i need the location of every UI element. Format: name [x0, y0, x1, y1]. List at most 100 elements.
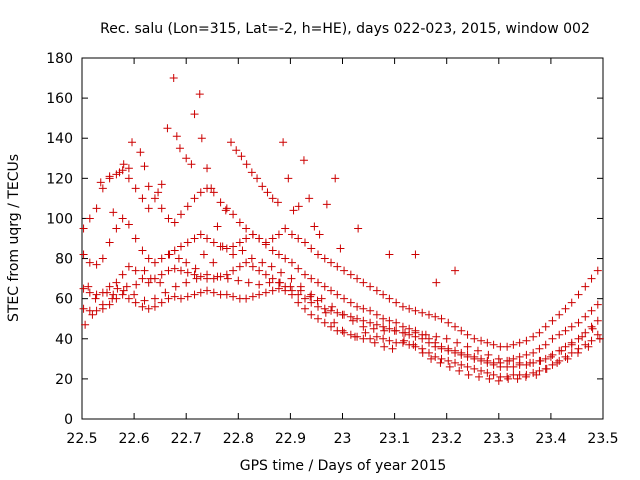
- data-point: [300, 304, 309, 313]
- data-point: [277, 268, 286, 277]
- data-point: [109, 208, 118, 217]
- data-point: [424, 338, 433, 347]
- data-point: [409, 340, 418, 349]
- data-point: [157, 270, 166, 279]
- data-point: [475, 372, 484, 381]
- data-point: [108, 294, 117, 303]
- data-point: [170, 292, 179, 301]
- data-point: [124, 262, 133, 271]
- data-point: [526, 358, 535, 367]
- data-point: [138, 302, 147, 311]
- data-point: [485, 374, 494, 383]
- data-point: [418, 348, 427, 357]
- data-point: [248, 230, 257, 239]
- data-point: [286, 282, 295, 291]
- data-point: [221, 206, 230, 215]
- data-point: [584, 342, 593, 351]
- data-point: [307, 298, 316, 307]
- data-point: [346, 298, 355, 307]
- data-point: [79, 284, 88, 293]
- data-point: [131, 184, 140, 193]
- chart-title: Rec. salu (Lon=315, Lat=-2, h=HE), days …: [100, 21, 590, 37]
- data-point: [496, 372, 505, 381]
- data-point: [305, 194, 314, 203]
- data-point: [157, 180, 166, 189]
- data-point: [92, 260, 101, 269]
- data-point: [248, 262, 257, 271]
- data-point: [98, 184, 107, 193]
- data-point: [555, 310, 564, 319]
- data-point: [521, 372, 530, 381]
- data-point: [213, 272, 222, 281]
- data-point: [299, 156, 308, 165]
- data-point: [333, 262, 342, 271]
- data-point: [182, 278, 191, 287]
- data-point: [567, 340, 576, 349]
- data-point: [176, 294, 185, 303]
- data-point: [346, 270, 355, 279]
- data-point: [372, 286, 381, 295]
- data-point: [424, 310, 433, 319]
- data-point: [346, 312, 355, 321]
- data-point: [431, 312, 440, 321]
- data-point: [118, 270, 127, 279]
- data-point: [593, 266, 602, 275]
- data-point: [144, 278, 153, 287]
- data-point: [306, 292, 315, 301]
- data-point: [574, 290, 583, 299]
- y-tick-label: 20: [55, 372, 73, 388]
- data-point: [268, 234, 277, 243]
- data-point: [307, 310, 316, 319]
- data-point: [489, 340, 498, 349]
- data-point: [209, 238, 218, 247]
- data-point: [385, 316, 394, 325]
- data-point: [327, 306, 336, 315]
- data-point: [370, 338, 379, 347]
- data-point: [366, 318, 375, 327]
- data-point: [294, 298, 303, 307]
- data-point: [203, 270, 212, 279]
- data-point: [113, 284, 122, 293]
- data-point: [196, 272, 205, 281]
- data-point: [138, 246, 147, 255]
- data-point: [320, 304, 329, 313]
- data-point: [300, 238, 309, 247]
- data-point: [463, 352, 472, 361]
- data-point: [190, 234, 199, 243]
- data-point: [229, 292, 238, 301]
- data-point: [98, 254, 107, 263]
- data-point: [209, 288, 218, 297]
- data-point: [258, 258, 267, 267]
- data-point: [380, 326, 389, 335]
- data-point: [182, 258, 191, 267]
- data-point: [587, 274, 596, 283]
- data-point: [411, 342, 420, 351]
- data-point: [105, 172, 114, 181]
- data-point: [209, 274, 218, 283]
- data-point: [411, 306, 420, 315]
- data-point: [369, 324, 378, 333]
- data-point: [284, 174, 293, 183]
- data-point: [222, 270, 231, 279]
- x-tick-label: 22.6: [119, 431, 150, 447]
- data-point: [421, 330, 430, 339]
- data-point: [192, 274, 201, 283]
- data-point: [144, 182, 153, 191]
- data-point: [124, 220, 133, 229]
- data-point: [296, 282, 305, 291]
- data-point: [379, 314, 388, 323]
- data-point: [320, 282, 329, 291]
- data-point: [157, 204, 166, 213]
- data-point: [119, 160, 128, 169]
- data-point: [483, 338, 492, 347]
- data-point: [581, 328, 590, 337]
- data-point: [557, 346, 566, 355]
- data-point: [483, 368, 492, 377]
- data-point: [505, 356, 514, 365]
- data-point: [489, 370, 498, 379]
- data-point: [261, 240, 270, 249]
- data-point: [235, 238, 244, 247]
- data-point: [581, 312, 590, 321]
- y-tick-label: 180: [46, 51, 73, 67]
- data-point: [238, 246, 247, 255]
